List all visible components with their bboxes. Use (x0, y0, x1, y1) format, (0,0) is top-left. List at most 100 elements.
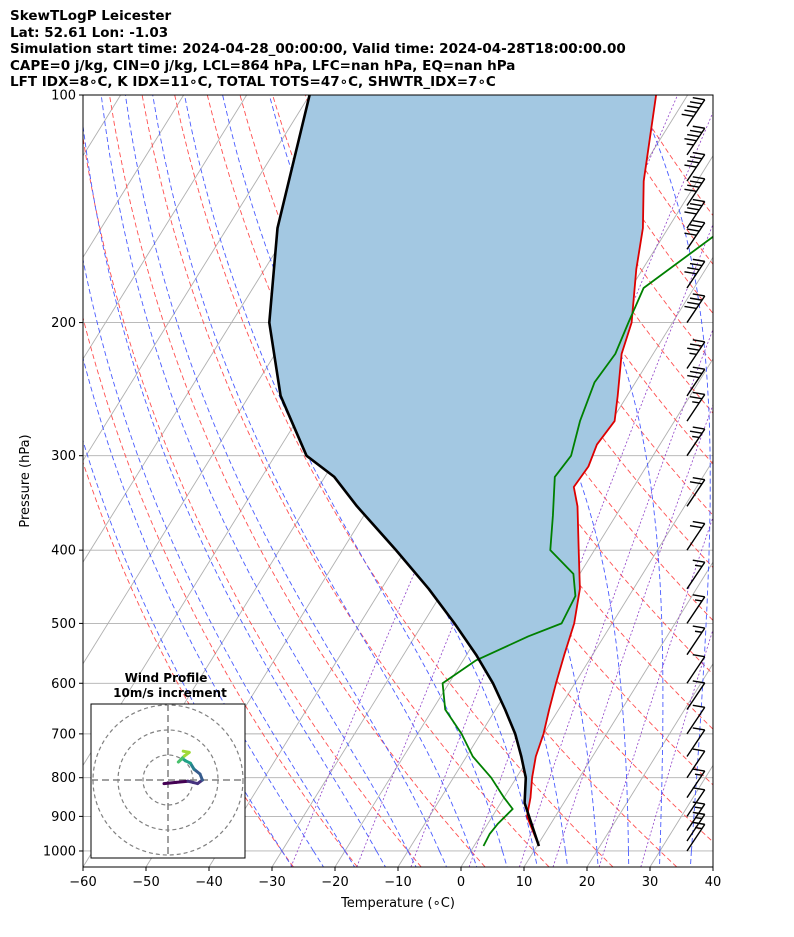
wind-barb (686, 727, 706, 757)
isotherm-line (83, 95, 311, 462)
hodograph-segment (162, 780, 178, 786)
wind-barb-flag (684, 138, 697, 142)
wind-barb-flag (687, 105, 700, 109)
wind-barb (686, 391, 706, 422)
wind-barb (686, 520, 706, 551)
wind-barb-staff (686, 729, 706, 757)
wind-barb-flag (692, 366, 705, 370)
wind-barb-flag (687, 133, 700, 138)
y-tick-label: 500 (51, 617, 76, 632)
x-tick-label: 10 (516, 875, 533, 890)
dry-adiabat-line (174, 95, 614, 867)
wind-barb-staff (686, 706, 706, 735)
wind-barb-half-flag (692, 435, 700, 439)
x-tick-label: −30 (258, 875, 285, 890)
wind-barb-flag (692, 801, 705, 805)
wind-barb (684, 198, 706, 229)
wind-barb (684, 293, 706, 323)
isotherm-line (712, 866, 713, 867)
wind-barb (686, 787, 706, 817)
wind-barb-staff (686, 341, 706, 369)
y-tick-label: 700 (51, 727, 76, 742)
wind-barb-flag (689, 370, 703, 375)
dry-adiabat-line (83, 315, 358, 867)
mixing-ratio-line (640, 628, 713, 867)
wind-barb-flag (692, 293, 705, 297)
wind-barb-flag (689, 343, 703, 347)
wind-barb-staff (686, 99, 706, 127)
wind-barb (686, 559, 706, 590)
wind-barb-staff (686, 479, 706, 507)
isotherm-line (649, 764, 713, 867)
wind-barb-flag (692, 198, 705, 203)
wind-barb-flag (689, 180, 703, 184)
wind-barb (686, 748, 706, 779)
wind-barb-staff (686, 656, 706, 684)
isotherm-line (397, 358, 713, 867)
y-axis-label: Pressure (hPa) (18, 434, 33, 527)
wind-barb-flag (687, 160, 700, 164)
wind-barb-flag (684, 271, 697, 275)
chart-header: SkewTLogP Leicester Lat: 52.61 Lon: -1.0… (10, 8, 626, 91)
wind-barb (684, 258, 706, 289)
chart-title: SkewTLogP Leicester (10, 8, 172, 24)
moist-adiabat-line (83, 439, 293, 867)
wind-barb-half-flag (694, 599, 703, 602)
isotherm-line (776, 95, 794, 867)
wind-barb-flag (692, 339, 705, 343)
wind-barb-half-flag (694, 630, 703, 633)
dry-adiabat-line (206, 95, 678, 867)
y-tick-label: 600 (51, 677, 76, 692)
wind-barb-half-flag (692, 401, 700, 404)
time-line: Simulation start time: 2024-04-28_00:00:… (10, 41, 626, 57)
moist-adiabat-line (100, 95, 417, 867)
wind-barb-flag (689, 101, 703, 105)
isotherm-line (523, 561, 713, 867)
wind-barb-flag (689, 525, 703, 529)
index-line: LFT IDX=8∘C, K IDX=11∘C, TOTAL TOTS=47∘C… (10, 74, 496, 90)
wind-barb-flag (692, 727, 705, 731)
wind-barb-flag (692, 391, 705, 396)
wind-barb (686, 477, 706, 507)
isotherm-line (83, 95, 185, 259)
mixing-ratio-line (598, 515, 713, 867)
x-axis-label: Temperature (∘C) (340, 896, 455, 911)
wind-barb-flag (692, 176, 705, 180)
wind-barb-flag (692, 559, 705, 563)
wind-barb (686, 801, 706, 832)
wind-barb-flag (687, 266, 700, 271)
wind-barb-flag (692, 748, 705, 752)
wind-barb (686, 366, 706, 397)
hodograph-title: Wind Profile (125, 671, 208, 685)
dewpoint-line (441, 235, 713, 847)
x-tick-label: −60 (69, 875, 96, 890)
wind-barb-flag (692, 96, 705, 101)
wind-barb-flag (687, 184, 700, 188)
hodograph-subtitle: 10m/s increment (113, 686, 227, 700)
x-tick-label: 40 (705, 875, 722, 890)
wind-barb (684, 151, 706, 182)
wind-barb (686, 704, 706, 735)
wind-barb-flag (689, 155, 703, 160)
wind-barb (686, 768, 706, 799)
wind-barb-flag (692, 220, 705, 224)
dry-adiabat-line (83, 134, 422, 867)
wind-barb-staff (686, 789, 706, 817)
wind-barb-flag (692, 520, 705, 525)
wind-barb-flag (687, 207, 700, 211)
wind-barb-staff (686, 201, 706, 229)
moist-adiabat-line (83, 356, 324, 867)
wind-barb-staff (686, 750, 706, 779)
dry-adiabat-line (141, 95, 550, 867)
hodograph-segment (181, 749, 191, 754)
wind-barb (684, 176, 706, 206)
mixing-ratio-line (519, 328, 713, 867)
wind-barb-flag (684, 164, 697, 168)
dry-adiabat-line (467, 95, 713, 465)
wind-barb-staff (686, 682, 706, 710)
y-tick-label: 400 (51, 544, 76, 559)
mixing-ratio-line (410, 111, 713, 867)
y-tick-label: 200 (51, 316, 76, 331)
wind-barb-flag (689, 430, 703, 434)
